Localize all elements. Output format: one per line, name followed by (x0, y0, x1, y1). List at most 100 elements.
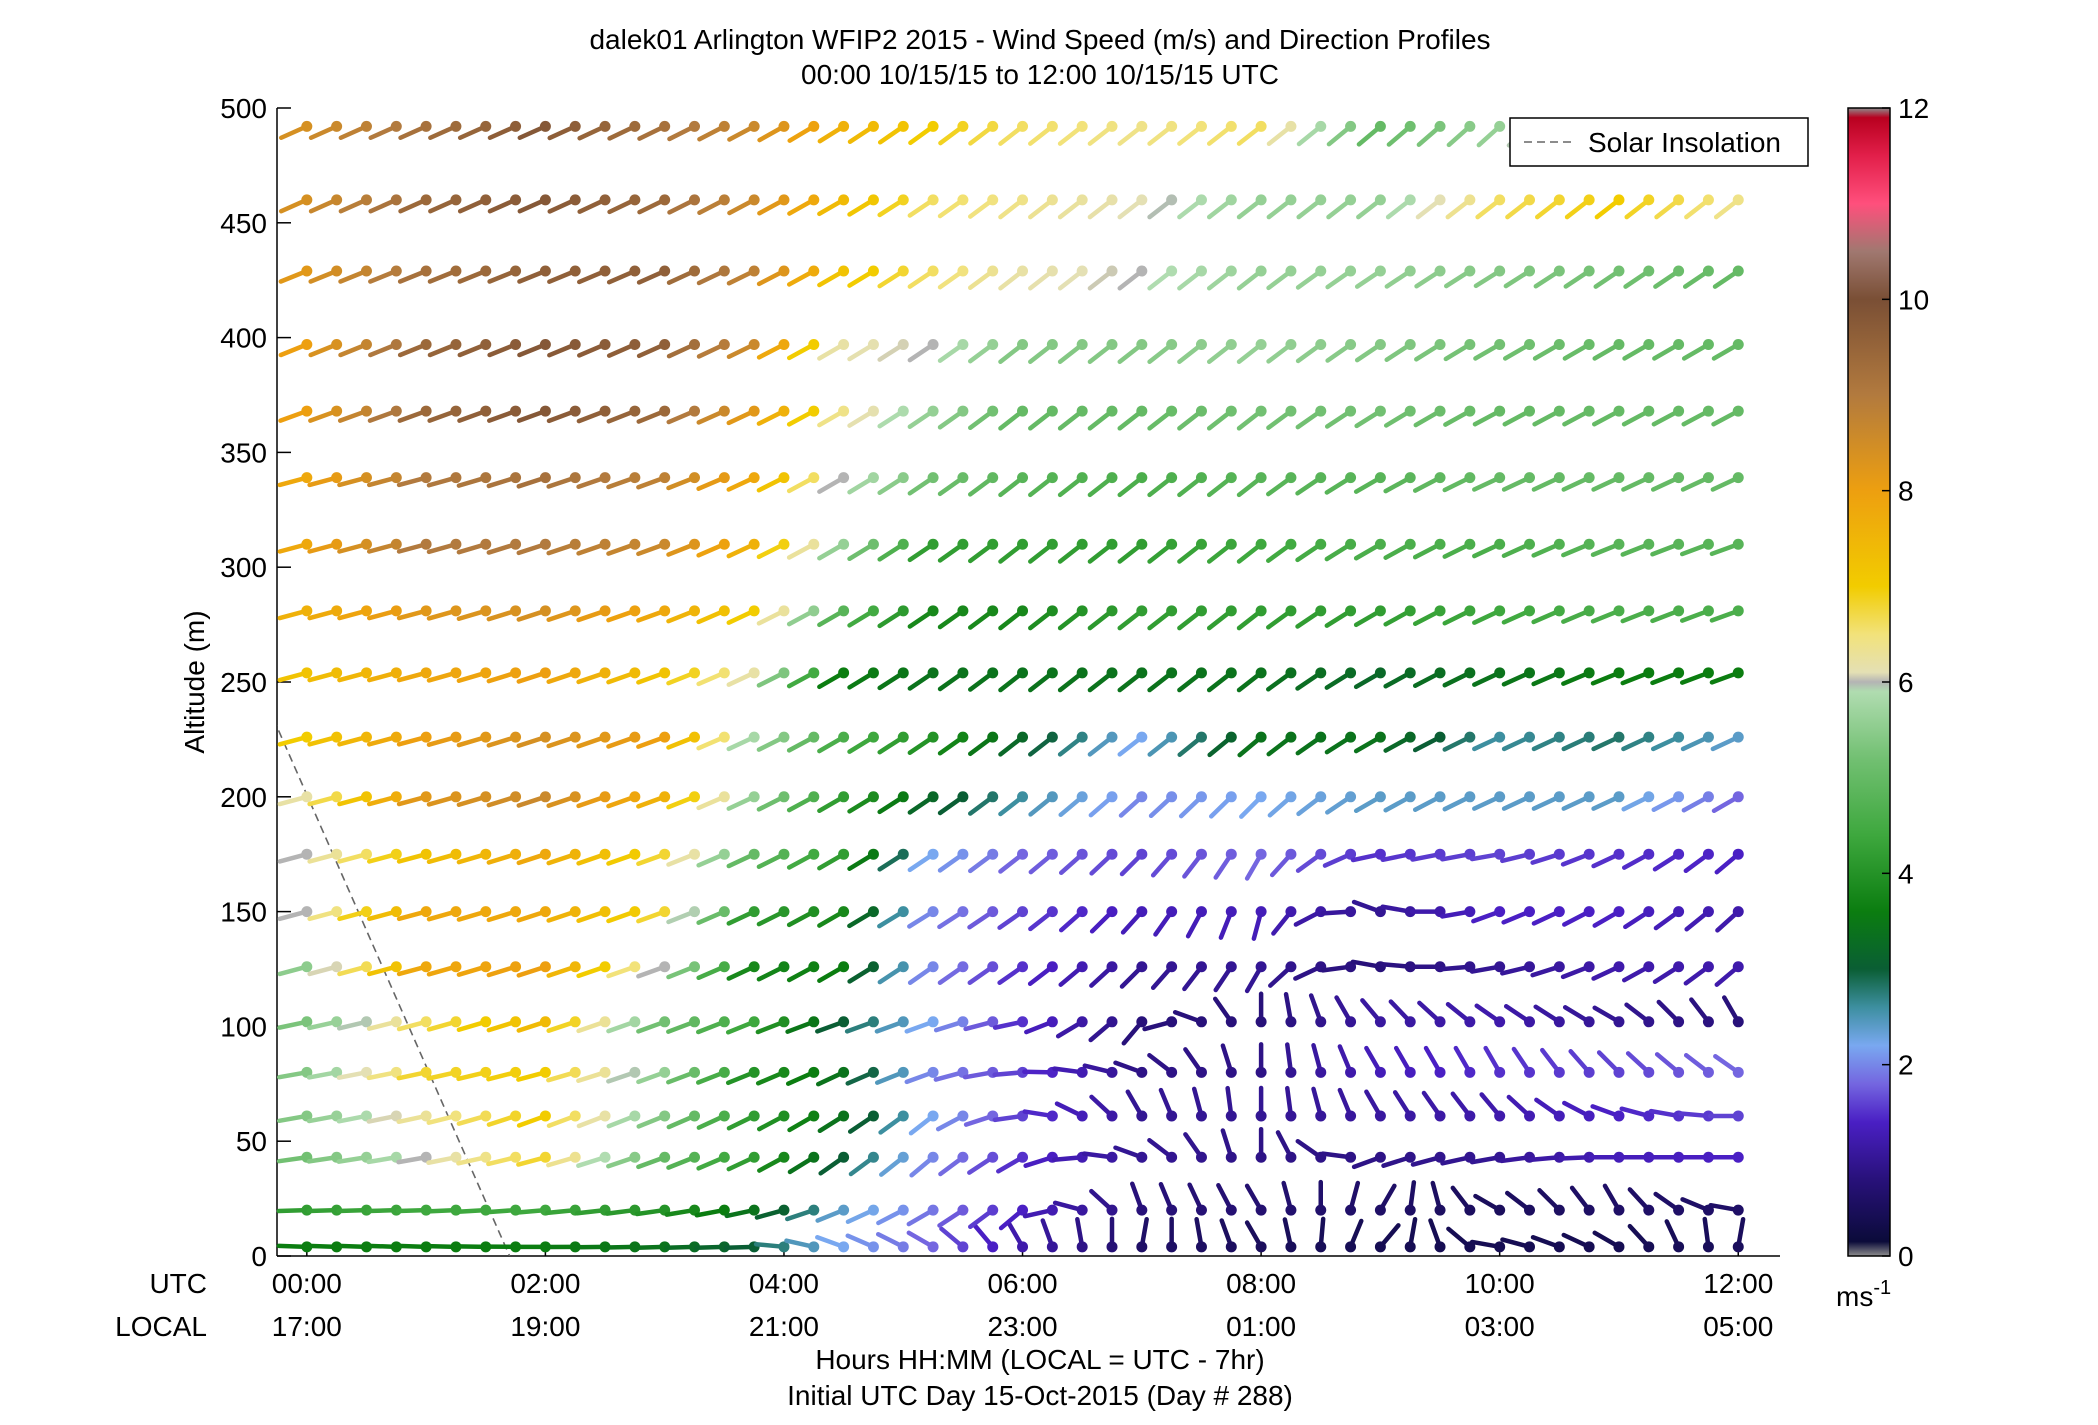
wind-barb (1022, 1204, 1058, 1219)
wind-barb-dot (1524, 265, 1535, 277)
wind-barb-dot (897, 731, 909, 743)
wind-barb-dot (360, 472, 372, 484)
wind-barb (546, 605, 581, 622)
wind-barb (1271, 906, 1297, 936)
wind-barb (755, 1066, 790, 1086)
wind-barb (1054, 1101, 1088, 1122)
wind-barb-dot (301, 667, 313, 679)
wind-barb-dot (599, 848, 611, 860)
wind-barb (606, 1066, 641, 1084)
wind-barb-dot (748, 605, 760, 617)
wind-barb-dot (659, 194, 671, 206)
wind-barb-dot (1702, 605, 1714, 617)
wind-barb-dot (778, 961, 790, 973)
wind-barb (695, 1016, 730, 1035)
wind-barb-dot (1345, 338, 1357, 350)
wind-barb (1623, 265, 1655, 289)
wind-barb (907, 961, 939, 986)
wind-barb-dot (539, 194, 551, 206)
wind-barb-dot (1404, 848, 1416, 860)
wind-barb-dot (748, 906, 760, 918)
wind-barb-dot (659, 120, 671, 132)
wind-barb-dot (510, 265, 522, 277)
wind-barb-dot (1255, 1241, 1267, 1253)
wind-barb (907, 791, 939, 815)
wind-barb-dot (689, 961, 700, 973)
wind-barb (277, 961, 313, 977)
wind-barb-dot (1285, 405, 1297, 417)
wind-barb (1416, 120, 1446, 147)
wind-barb (847, 791, 879, 814)
wind-barb-dot (1106, 1110, 1118, 1122)
wind-barb (426, 1110, 462, 1125)
wind-barb (1384, 265, 1416, 289)
wind-barb (696, 731, 730, 751)
wind-barb (1442, 538, 1476, 559)
wind-barb (1075, 1216, 1088, 1253)
wind-barb (1714, 961, 1744, 987)
wind-barb-dot (838, 906, 850, 918)
wind-barb-dot (1166, 731, 1178, 743)
wind-barb (1594, 194, 1625, 220)
wind-barb (1651, 405, 1685, 427)
wind-barb-dot (1583, 848, 1595, 860)
wind-barb-dot (420, 472, 432, 484)
wind-barb (877, 791, 909, 815)
wind-barb (1285, 1085, 1297, 1122)
wind-barb (998, 120, 1029, 146)
wind-barb-dot (1553, 667, 1565, 679)
wind-barb-dot (390, 405, 402, 417)
wind-barb-dot (1166, 1241, 1178, 1253)
wind-barb (308, 405, 343, 423)
wind-barb-dot (1494, 1241, 1506, 1253)
wind-barb-dot (927, 405, 939, 417)
wind-barb (667, 194, 700, 215)
wind-barb (696, 791, 730, 811)
x-tick-label-utc: 12:00 (1703, 1268, 1773, 1299)
wind-barb (1239, 791, 1267, 819)
wind-barb-dot (689, 731, 700, 743)
wind-barb (1562, 906, 1595, 927)
wind-barb (1474, 1003, 1506, 1028)
wind-barb-dot (1076, 194, 1088, 206)
wind-barb-dot (987, 194, 999, 206)
wind-barb (695, 1066, 730, 1085)
wind-barb (576, 1151, 611, 1168)
wind-barb-dot (331, 1066, 343, 1078)
wind-barb-dot (1494, 605, 1506, 617)
wind-barb-dot (1345, 1016, 1357, 1028)
wind-barb (1183, 1132, 1207, 1163)
wind-barb-dot (1434, 1151, 1446, 1163)
wind-barb-dot (659, 791, 671, 803)
wind-barb-dot (1076, 731, 1088, 743)
wind-barb-dot (1255, 472, 1267, 484)
wind-barb (1148, 791, 1178, 819)
wind-barb (426, 538, 462, 555)
wind-barb (1177, 265, 1207, 291)
wind-barb (1244, 1220, 1267, 1253)
wind-barb-dot (927, 731, 939, 743)
wind-barb-dot (1017, 338, 1029, 350)
wind-barb-dot (718, 1016, 730, 1028)
wind-barb (756, 961, 790, 982)
wind-barb-dot (838, 338, 850, 350)
wind-barb (278, 338, 313, 358)
wind-barb-dot (450, 906, 462, 918)
wind-barb-dot (1076, 1110, 1088, 1122)
wind-barb (786, 472, 820, 494)
wind-barb-dot (450, 120, 462, 132)
wind-barb (968, 338, 999, 364)
wind-barb-dot (987, 605, 999, 617)
wind-barb-dot (897, 1204, 909, 1216)
wind-barb-dot (718, 120, 730, 132)
y-tick-label: 250 (220, 667, 267, 698)
wind-barb (1472, 405, 1506, 427)
wind-barb-dot (808, 194, 820, 206)
wind-barb-dot (629, 848, 641, 860)
wind-barb (753, 1241, 790, 1253)
wind-barb (1219, 1218, 1237, 1253)
wind-barb (457, 194, 492, 214)
wind-barb-dot (1136, 1016, 1148, 1028)
wind-barb (1534, 1097, 1565, 1122)
